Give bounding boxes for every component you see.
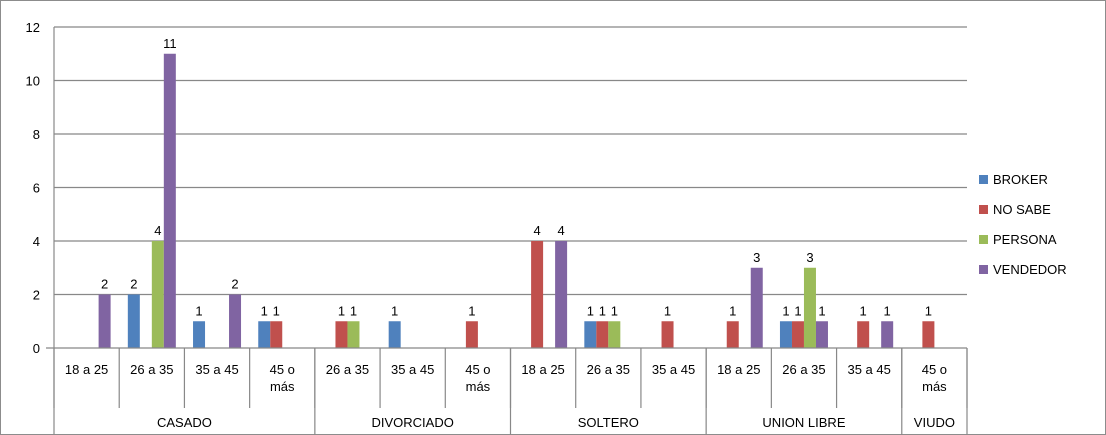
group-label-soltero: SOLTERO — [578, 415, 639, 430]
data-label-broker-3: 1 — [261, 303, 268, 318]
bar-no-sabe-9 — [661, 321, 674, 348]
data-label-broker-1: 2 — [130, 277, 137, 292]
x-category-label-8: 26 a 35 — [587, 362, 630, 377]
legend: BROKER NO SABE PERSONA VENDEDOR — [979, 172, 1067, 277]
bar-no-sabe-7 — [531, 241, 544, 348]
bars — [98, 53, 935, 348]
data-label-vendedor-7: 4 — [557, 223, 564, 238]
bar-no-sabe-13 — [922, 321, 935, 348]
bar-vendedor-11 — [815, 321, 828, 348]
bar-broker-5 — [388, 321, 401, 348]
legend-label-vendedor: VENDEDOR — [993, 262, 1067, 277]
data-label-vendedor-10: 3 — [753, 250, 760, 265]
x-category-label-10: 18 a 25 — [717, 362, 760, 377]
bar-vendedor-2 — [229, 294, 242, 348]
x-category-label-7: 18 a 25 — [521, 362, 564, 377]
data-label-broker-8: 1 — [587, 303, 594, 318]
x-category-label-1: 26 a 35 — [130, 362, 173, 377]
bar-no-sabe-8 — [596, 321, 609, 348]
x-category-label-9: 35 a 45 — [652, 362, 695, 377]
y-tick-label-2: 2 — [33, 288, 40, 303]
bar-no-sabe-10 — [726, 321, 739, 348]
group-label-divorciado: DIVORCIADO — [372, 415, 454, 430]
x-category-label-11: 26 a 35 — [782, 362, 825, 377]
data-label-vendedor-12: 1 — [884, 303, 891, 318]
data-label-vendedor-1: 11 — [163, 36, 177, 51]
data-label-persona-4: 1 — [350, 303, 357, 318]
y-axis-ticks: 0 2 4 6 8 10 12 — [26, 20, 40, 356]
data-label-no-sabe-8: 1 — [599, 303, 606, 318]
bar-no-sabe-4 — [335, 321, 348, 348]
y-tick-label-0: 0 — [33, 341, 40, 356]
y-tick-label-6: 6 — [33, 181, 40, 196]
bar-vendedor-12 — [881, 321, 894, 348]
x-axis: 18 a 25 26 a 35 35 a 45 45 o más 26 a 35 35 a … — [46, 27, 968, 435]
bar-broker-3 — [258, 321, 271, 348]
bar-persona-8 — [608, 321, 621, 348]
group-label-viudo: VIUDO — [914, 415, 955, 430]
data-label-no-sabe-7: 4 — [533, 223, 540, 238]
data-label-broker-2: 1 — [195, 303, 202, 318]
x-category-label-6-line1: más — [466, 379, 491, 394]
data-label-vendedor-11: 1 — [818, 303, 825, 318]
data-label-no-sabe-10: 1 — [729, 303, 736, 318]
bar-no-sabe-11 — [791, 321, 804, 348]
data-label-no-sabe-3: 1 — [273, 303, 280, 318]
bar-no-sabe-6 — [465, 321, 478, 348]
x-category-label-3-line1: más — [270, 379, 295, 394]
data-label-broker-5: 1 — [391, 303, 398, 318]
y-tick-label-4: 4 — [33, 234, 40, 249]
bar-no-sabe-3 — [270, 321, 283, 348]
x-category-label-13-line0: 45 o — [922, 362, 947, 377]
data-label-persona-11: 3 — [806, 250, 813, 265]
data-label-vendedor-2: 2 — [231, 277, 238, 292]
group-label-union-libre: UNION LIBRE — [762, 415, 845, 430]
legend-swatch-vendedor — [979, 265, 988, 274]
data-label-persona-8: 1 — [611, 303, 618, 318]
data-label-no-sabe-4: 1 — [338, 303, 345, 318]
y-tick-label-12: 12 — [26, 20, 40, 35]
y-tick-label-10: 10 — [26, 74, 40, 89]
legend-swatch-persona — [979, 235, 988, 244]
data-label-no-sabe-9: 1 — [664, 303, 671, 318]
legend-swatch-broker — [979, 175, 988, 184]
data-label-no-sabe-13: 1 — [925, 303, 932, 318]
x-category-label-2: 35 a 45 — [195, 362, 238, 377]
data-label-no-sabe-6: 1 — [468, 303, 475, 318]
x-category-label-12: 35 a 45 — [847, 362, 890, 377]
x-category-label-13-line1: más — [922, 379, 947, 394]
bar-broker-1 — [127, 294, 140, 348]
bar-broker-2 — [193, 321, 206, 348]
data-label-persona-1: 4 — [154, 223, 161, 238]
data-label-no-sabe-11: 1 — [794, 303, 801, 318]
bar-broker-11 — [779, 321, 792, 348]
bar-persona-1 — [151, 241, 164, 348]
bar-vendedor-10 — [750, 267, 763, 348]
data-label-no-sabe-12: 1 — [860, 303, 867, 318]
data-label-vendedor-0: 2 — [101, 277, 108, 292]
bar-vendedor-7 — [555, 241, 568, 348]
bar-vendedor-0 — [98, 294, 111, 348]
bar-persona-4 — [347, 321, 360, 348]
legend-label-persona: PERSONA — [993, 232, 1057, 247]
bar-broker-8 — [584, 321, 597, 348]
x-category-label-6-line0: 45 o — [465, 362, 490, 377]
data-label-broker-11: 1 — [782, 303, 789, 318]
x-category-label-5: 35 a 45 — [391, 362, 434, 377]
legend-label-no-sabe: NO SABE — [993, 202, 1051, 217]
group-label-casado: CASADO — [157, 415, 212, 430]
bar-persona-11 — [803, 267, 816, 348]
legend-swatch-no-sabe — [979, 205, 988, 214]
legend-label-broker: BROKER — [993, 172, 1048, 187]
x-category-label-3-line0: 45 o — [270, 362, 295, 377]
y-tick-label-8: 8 — [33, 127, 40, 142]
bar-no-sabe-12 — [857, 321, 870, 348]
x-category-label-0: 18 a 25 — [65, 362, 108, 377]
x-category-label-4: 26 a 35 — [326, 362, 369, 377]
bar-vendedor-1 — [163, 53, 176, 348]
